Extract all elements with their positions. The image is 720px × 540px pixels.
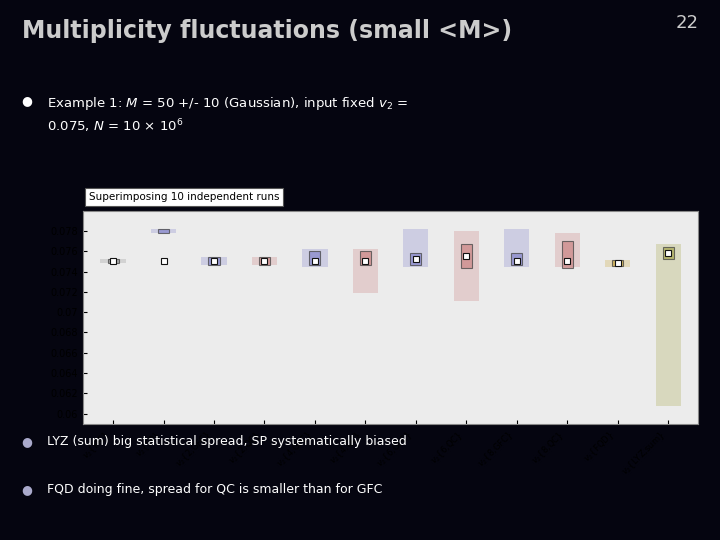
Bar bbox=[151, 229, 176, 233]
Bar bbox=[158, 229, 169, 233]
Text: Superimposing 10 independent runs: Superimposing 10 independent runs bbox=[89, 192, 279, 202]
Bar bbox=[360, 251, 371, 266]
Bar bbox=[403, 229, 428, 267]
Bar bbox=[107, 259, 119, 264]
Bar bbox=[310, 251, 320, 266]
Bar bbox=[612, 260, 624, 266]
Text: ●: ● bbox=[22, 483, 32, 496]
Bar bbox=[252, 258, 277, 266]
Bar bbox=[562, 241, 572, 268]
Bar bbox=[511, 253, 522, 266]
Bar bbox=[454, 231, 479, 301]
Bar bbox=[259, 258, 270, 266]
Bar bbox=[662, 247, 674, 259]
Text: ●: ● bbox=[22, 94, 32, 107]
Bar bbox=[461, 244, 472, 268]
Text: ●: ● bbox=[22, 435, 32, 448]
Bar bbox=[101, 259, 126, 264]
Bar bbox=[605, 260, 630, 267]
Bar bbox=[554, 233, 580, 267]
Bar bbox=[655, 244, 680, 406]
Bar bbox=[202, 258, 227, 266]
Text: FQD doing fine, spread for QC is smaller than for GFC: FQD doing fine, spread for QC is smaller… bbox=[47, 483, 382, 496]
Text: LYZ (sum) big statistical spread, SP systematically biased: LYZ (sum) big statistical spread, SP sys… bbox=[47, 435, 407, 448]
Text: Example 1: $\mathit{M}$ = 50 +/- 10 (Gaussian), input fixed $v_2$ =
0.075, $\mat: Example 1: $\mathit{M}$ = 50 +/- 10 (Gau… bbox=[47, 94, 408, 134]
Bar bbox=[302, 249, 328, 267]
Bar bbox=[410, 253, 421, 266]
Text: Multiplicity fluctuations (small <M>): Multiplicity fluctuations (small <M>) bbox=[22, 19, 512, 43]
Bar bbox=[353, 249, 378, 293]
Bar bbox=[209, 258, 220, 266]
Text: 22: 22 bbox=[675, 14, 698, 31]
Bar bbox=[504, 229, 529, 267]
